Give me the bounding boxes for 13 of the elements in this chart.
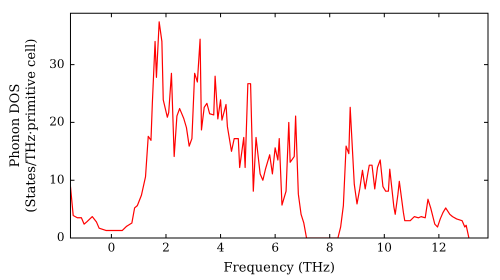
x-tick-label: 2: [162, 240, 170, 254]
y-tick-label: 30: [49, 56, 64, 71]
x-tick-label: 12: [431, 240, 447, 254]
x-tick-label: 8: [326, 240, 334, 254]
y-axis-title: Phonon DOS (States/THz·primitive cell): [8, 38, 39, 213]
x-tick-label: 4: [216, 240, 225, 254]
x-axis-title: Frequency (THz): [224, 260, 335, 276]
y-tick-label: 0: [56, 230, 64, 244]
x-tick-label: 6: [271, 240, 279, 254]
y-tick-label: 20: [49, 114, 64, 129]
y-tick-label: 10: [49, 172, 64, 186]
x-tick-label: 10: [376, 240, 392, 254]
x-tick-label: 0: [108, 240, 116, 254]
